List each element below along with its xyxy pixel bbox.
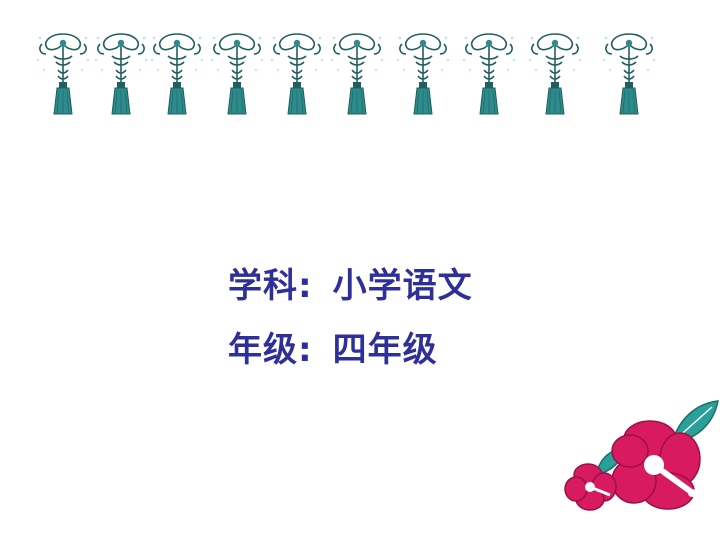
tassel-ornament-icon bbox=[394, 30, 452, 120]
course-info: 学科: 小学语文 年级: 四年级 bbox=[228, 254, 473, 382]
grade-label: 年级: bbox=[228, 330, 313, 370]
tassel-ornament-icon bbox=[268, 30, 326, 120]
tassel-ornament-icon bbox=[526, 30, 584, 120]
tassel-ornament-icon bbox=[148, 30, 206, 120]
subject-label: 学科: bbox=[228, 266, 313, 306]
grade-line: 年级: 四年级 bbox=[228, 318, 473, 382]
tassel-ornament-icon bbox=[600, 30, 658, 120]
tassel-ornament-icon bbox=[328, 30, 386, 120]
subject-value: 小学语文 bbox=[332, 266, 473, 306]
subject-line: 学科: 小学语文 bbox=[228, 254, 473, 318]
tassel-ornament-icon bbox=[92, 30, 150, 120]
tassel-ornament-icon bbox=[34, 30, 92, 120]
tassel-border bbox=[0, 30, 720, 120]
tassel-ornament-icon bbox=[460, 30, 518, 120]
grade-value: 四年级 bbox=[332, 330, 438, 370]
tassel-ornament-icon bbox=[208, 30, 266, 120]
hibiscus-flower-icon bbox=[560, 395, 720, 515]
